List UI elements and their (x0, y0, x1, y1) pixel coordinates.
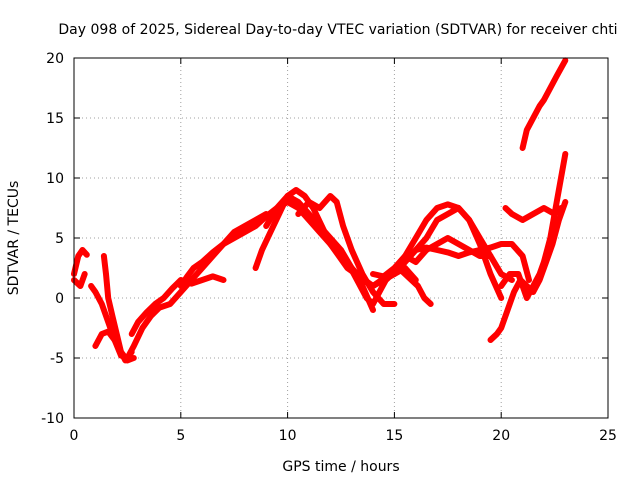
x-tick-label: 10 (279, 428, 297, 444)
y-tick-label: 20 (46, 51, 64, 67)
satellite-track-6 (124, 211, 270, 361)
x-tick-label: 20 (492, 428, 510, 444)
y-tick-label: 5 (55, 231, 64, 247)
satellite-track-7 (128, 273, 227, 337)
y-tick-label: 10 (46, 171, 64, 187)
x-tick-label: 25 (599, 428, 617, 444)
satellite-track-1 (71, 247, 90, 277)
y-tick-label: -10 (41, 411, 64, 427)
y-tick-label: -5 (50, 351, 64, 367)
data-traces (71, 57, 569, 364)
satellite-track-20 (498, 151, 569, 301)
satellite-track-8 (177, 193, 291, 289)
axis-ticks: 0 5 10 15 20 25 -10 -5 0 5 10 15 20 (41, 51, 617, 444)
satellite-track-13 (338, 247, 434, 307)
chart-title: Day 098 of 2025, Sidereal Day-to-day VTE… (58, 22, 617, 38)
y-tick-label: 0 (55, 291, 64, 307)
grid (74, 58, 608, 418)
satellite-track-18 (487, 199, 569, 343)
x-tick-label: 15 (385, 428, 403, 444)
satellite-track-2 (71, 271, 88, 289)
y-axis-label: SDTVAR / TECUs (6, 181, 22, 296)
satellite-track-21 (519, 57, 569, 151)
satellite-track-17 (412, 241, 532, 283)
satellite-track-16 (402, 235, 494, 265)
satellite-track-12 (273, 193, 376, 313)
x-tick-label: 5 (176, 428, 185, 444)
y-tick-label: 15 (46, 111, 64, 127)
x-axis-label: GPS time / hours (282, 459, 399, 475)
x-tick-label: 0 (70, 428, 79, 444)
